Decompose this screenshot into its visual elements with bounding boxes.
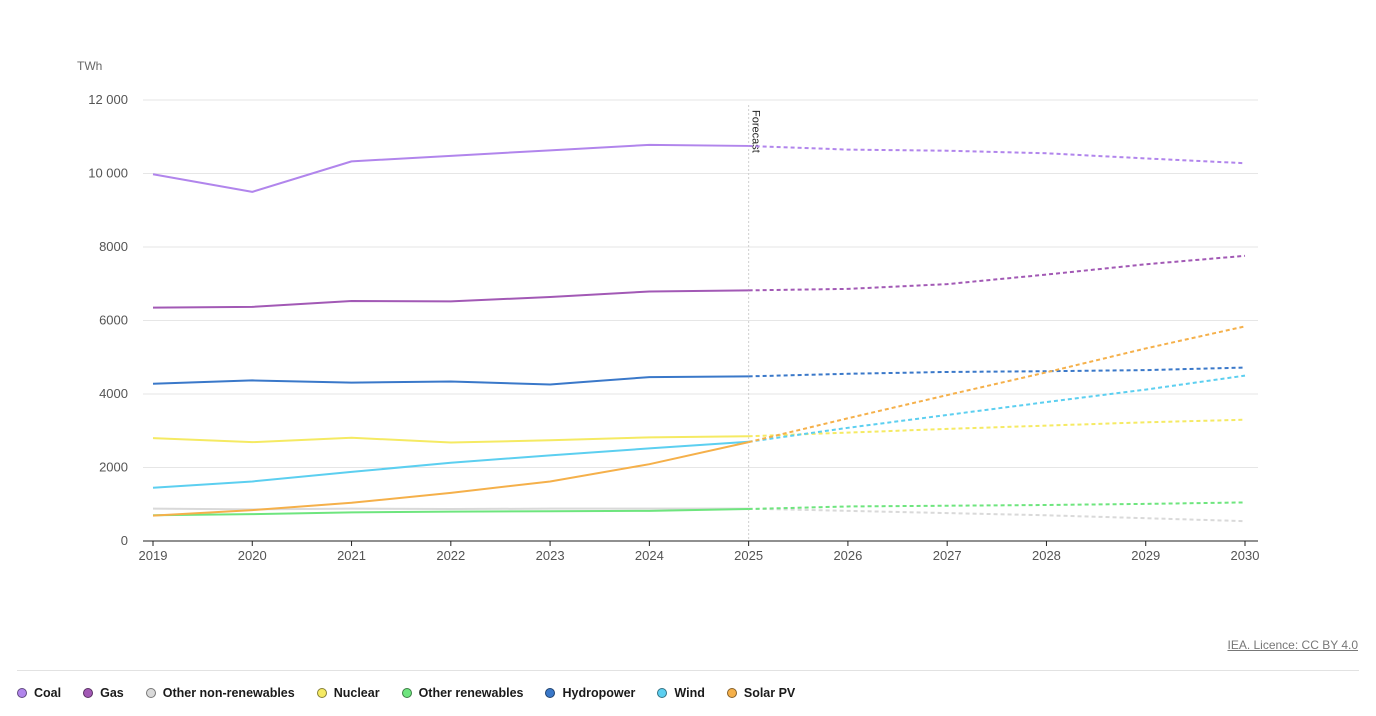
legend-label: Wind — [674, 686, 705, 700]
legend-label: Other non-renewables — [162, 686, 295, 700]
legend-swatch-icon — [657, 688, 668, 698]
series-forecast-line-gas — [748, 254, 1246, 292]
x-tick-label: 2026 — [833, 548, 862, 563]
series-forecast-line-solar-pv — [748, 325, 1246, 444]
legend-item-gas[interactable]: Gas — [83, 686, 124, 700]
legend-label: Coal — [34, 686, 62, 700]
legend-swatch-icon — [17, 688, 27, 698]
x-tick-label: 2019 — [139, 548, 168, 563]
series-forecast-line-wind — [748, 374, 1246, 443]
series-forecast-line-hydropower — [748, 366, 1246, 378]
legend-label: Other renewables — [418, 686, 524, 700]
y-tick-label: 10 000 — [88, 166, 128, 181]
legend-swatch-icon — [401, 688, 412, 698]
y-tick-label: 6000 — [99, 313, 128, 328]
series-line-coal — [152, 143, 749, 193]
legend-swatch-icon — [545, 688, 556, 698]
chart-legend: Coal Gas Other non-renewables Nuclear Other … — [17, 686, 795, 700]
x-tick-label: 2025 — [734, 548, 763, 563]
x-tick-label: 2027 — [933, 548, 962, 563]
legend-item-other-renewables[interactable]: Other renewables — [401, 686, 524, 700]
legend-item-nuclear[interactable]: Nuclear — [316, 686, 380, 700]
legend-label: Solar PV — [743, 686, 796, 700]
series-line-other-non-renewables — [152, 507, 749, 511]
series-forecast-line-other-non-renewables — [748, 507, 1246, 523]
series-line-gas — [152, 289, 749, 309]
x-tick-label: 2030 — [1231, 548, 1260, 563]
x-tick-label: 2029 — [1131, 548, 1160, 563]
legend-item-solar-pv[interactable]: Solar PV — [726, 686, 796, 700]
x-tick-label: 2022 — [436, 548, 465, 563]
x-tick-label: 2024 — [635, 548, 664, 563]
legend-item-coal[interactable]: Coal — [17, 686, 61, 700]
legend-item-wind[interactable]: Wind — [657, 686, 705, 700]
legend-swatch-icon — [145, 688, 156, 698]
series-line-other-renewables — [152, 508, 749, 517]
series-forecast-line-nuclear — [748, 418, 1246, 438]
legend-swatch-icon — [316, 688, 327, 698]
series-line-solar-pv — [152, 441, 749, 517]
legend-label: Nuclear — [333, 686, 380, 700]
legend-label: Gas — [100, 686, 124, 700]
series-line-hydropower — [152, 375, 749, 386]
x-tick-label: 2028 — [1032, 548, 1061, 563]
x-tick-label: 2021 — [337, 548, 366, 563]
y-tick-label: 0 — [121, 533, 128, 548]
y-tick-label: 4000 — [99, 386, 128, 401]
series-line-wind — [152, 440, 749, 489]
y-tick-label: 2000 — [99, 460, 128, 475]
legend-divider — [17, 670, 1359, 671]
series-forecast-line-other-renewables — [748, 501, 1246, 511]
y-tick-label: 12 000 — [88, 92, 128, 107]
forecast-label: Forecast — [750, 110, 762, 153]
x-tick-label: 2023 — [536, 548, 565, 563]
legend-item-other-non-renewables[interactable]: Other non-renewables — [145, 686, 295, 700]
y-tick-label: 8000 — [99, 239, 128, 254]
x-tick-label: 2020 — [238, 548, 267, 563]
legend-item-hydropower[interactable]: Hydropower — [545, 686, 635, 700]
y-axis-unit-label: TWh — [77, 59, 102, 73]
legend-swatch-icon — [726, 688, 737, 698]
legend-swatch-icon — [83, 688, 94, 698]
legend-label: Hydropower — [562, 686, 636, 700]
series-forecast-line-coal — [748, 144, 1246, 165]
licence-link[interactable]: IEA. Licence: CC BY 4.0 — [1227, 638, 1358, 652]
series-line-nuclear — [152, 435, 749, 444]
